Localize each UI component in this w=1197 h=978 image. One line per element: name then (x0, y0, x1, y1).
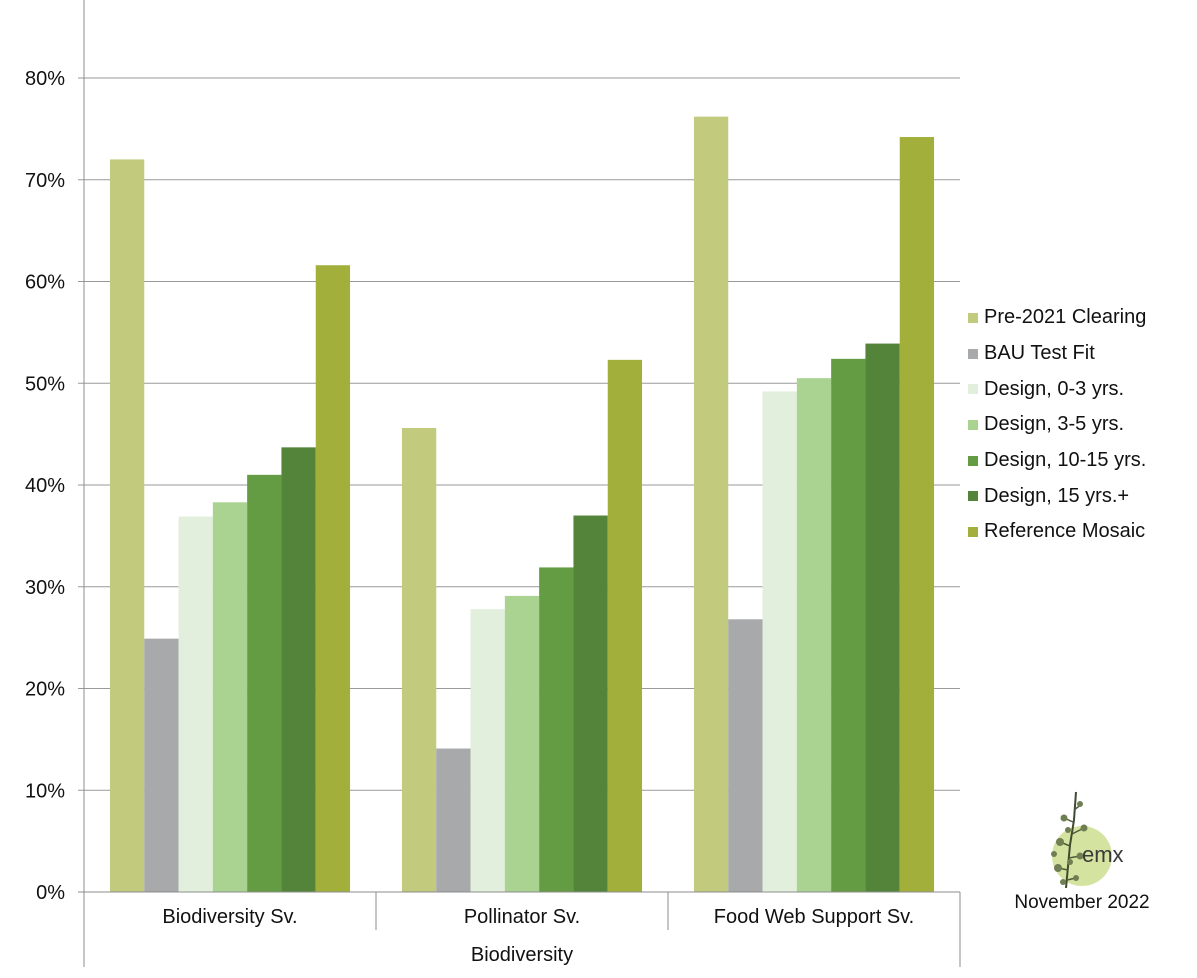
bars (109, 116, 935, 893)
bar (728, 619, 763, 892)
legend-item: Reference Mosaic (968, 514, 1146, 550)
y-tick-label: 30% (25, 577, 65, 599)
logo-tree-leaves (1051, 801, 1088, 885)
legend-swatch (968, 384, 978, 395)
legend-swatch (968, 455, 978, 466)
bar (796, 378, 832, 893)
bar (762, 391, 797, 892)
bar (865, 343, 900, 892)
legend-swatch (968, 491, 978, 502)
x-category-label: Food Web Support Sv. (714, 906, 914, 928)
legend-item: BAU Test Fit (968, 336, 1146, 372)
legend-swatch (968, 312, 978, 323)
x-category-label: Pollinator Sv. (464, 906, 580, 928)
y-tick-label: 10% (25, 780, 65, 802)
legend-label: Design, 15 yrs.+ (984, 484, 1130, 507)
y-tick-label: 40% (25, 475, 65, 497)
bar (109, 159, 145, 892)
legend-item: Pre-2021 Clearing (968, 300, 1146, 336)
y-tick-label: 80% (25, 68, 65, 90)
legend-item: Design, 3-5 yrs. (968, 407, 1146, 443)
logo-tree-trunk (1065, 791, 1077, 889)
legend-swatch (968, 419, 978, 430)
bar (401, 428, 437, 892)
bar (212, 502, 248, 892)
bar (831, 358, 866, 893)
legend-label: Design, 3-5 yrs. (984, 413, 1125, 436)
bar (178, 516, 213, 892)
y-tick-label: 50% (25, 373, 65, 395)
bar (607, 359, 643, 892)
legend-label: Reference Mosaic (984, 520, 1146, 543)
legend-swatch (968, 348, 978, 359)
legend-item: Design, 0-3 yrs. (968, 371, 1146, 407)
y-tick-label: 0% (36, 882, 65, 904)
x-group-label: Biodiversity (471, 944, 573, 966)
tree-logo-icon: emx (1051, 791, 1124, 889)
bar (281, 447, 316, 892)
legend-label: Design, 0-3 yrs. (984, 377, 1125, 400)
bar (144, 638, 179, 892)
bar (315, 265, 351, 893)
bar (573, 515, 608, 892)
legend: Pre-2021 Clearing BAU Test Fit Design, 0-3… (968, 300, 1146, 550)
logo-date: November 2022 (1014, 892, 1150, 913)
logo-text: emx (1082, 842, 1124, 867)
bar (899, 137, 935, 892)
x-category-label: Biodiversity Sv. (162, 906, 297, 928)
bar (693, 116, 729, 893)
legend-item: Design, 15 yrs.+ (968, 478, 1146, 514)
y-tick-label: 70% (25, 170, 65, 192)
bar (539, 567, 574, 892)
legend-item: Design, 10-15 yrs. (968, 443, 1146, 479)
legend-label: Design, 10-15 yrs. (984, 449, 1147, 472)
y-tick-labels: 0% 10% 20% 30% 40% 50% 60% 70% 80% (25, 68, 65, 904)
bar (436, 748, 471, 892)
y-tick-label: 60% (25, 272, 65, 294)
legend-swatch (968, 526, 978, 537)
bar (470, 609, 505, 892)
y-tick-label: 20% (25, 679, 65, 701)
bar (504, 595, 540, 892)
axes (83, 0, 960, 967)
legend-label: Pre-2021 Clearing (984, 306, 1147, 329)
bar (247, 474, 282, 892)
emx-logo: emx (1030, 790, 1130, 890)
legend-label: BAU Test Fit (984, 342, 1095, 365)
logo-tree-branches (1057, 803, 1085, 881)
x-category-labels: Biodiversity Sv. Pollinator Sv. Food Web S… (162, 892, 961, 967)
